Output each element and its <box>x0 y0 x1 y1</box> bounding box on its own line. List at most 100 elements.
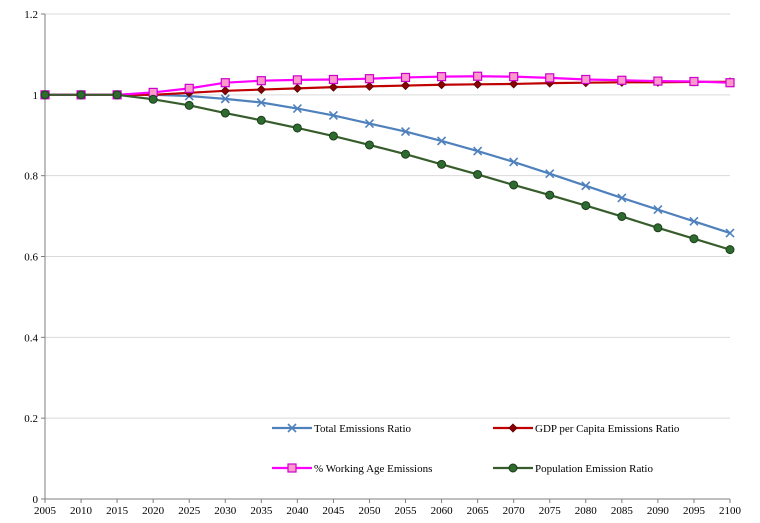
series-line <box>45 75 731 96</box>
x-tick-label: 2100 <box>719 505 742 517</box>
data-point <box>689 234 699 244</box>
data-point <box>220 78 230 88</box>
data-point <box>292 104 302 114</box>
data-point <box>725 245 735 255</box>
data-point <box>473 169 483 179</box>
data-point <box>545 190 555 200</box>
y-tick-label: 0.4 <box>24 332 38 344</box>
series-line <box>45 93 731 251</box>
data-point <box>725 78 735 88</box>
data-point <box>292 123 302 133</box>
data-point <box>400 80 411 91</box>
series-3 <box>40 90 735 255</box>
series-0 <box>40 90 735 238</box>
x-tick-label: 2055 <box>395 505 418 517</box>
marker-stroke <box>328 110 338 121</box>
data-point <box>256 85 266 95</box>
x-tick-label: 2035 <box>250 505 273 517</box>
data-point <box>400 127 411 137</box>
x-tick-label: 2040 <box>286 505 309 517</box>
marker-stroke <box>617 193 627 203</box>
data-point <box>256 115 266 125</box>
series-line <box>45 80 730 96</box>
x-tick-label: 2080 <box>575 505 598 517</box>
legend-item: GDP per Capita Emissions Ratio <box>493 423 680 435</box>
data-point <box>256 97 266 108</box>
series-group <box>40 71 735 255</box>
data-point <box>364 118 375 129</box>
data-point <box>689 76 699 87</box>
x-tick-label: 2060 <box>431 505 454 517</box>
marker-stroke <box>400 127 411 137</box>
data-point <box>328 131 338 141</box>
data-point <box>617 211 627 221</box>
marker-stroke <box>287 423 297 433</box>
marker-stroke <box>220 94 230 104</box>
marker-stroke <box>292 104 302 114</box>
data-point <box>112 90 122 100</box>
y-tick-label: 1 <box>33 90 39 102</box>
data-point <box>509 72 519 82</box>
marker-stroke <box>725 228 735 238</box>
x-tick-label: 2075 <box>539 505 562 517</box>
legend-label: GDP per Capita Emissions Ratio <box>535 423 680 435</box>
data-point <box>653 223 663 233</box>
legend: Total Emissions Ratio GDP per Capita Emis… <box>272 423 680 475</box>
data-point <box>509 157 519 167</box>
marker-stroke <box>364 118 375 129</box>
data-point <box>653 76 663 86</box>
x-tick-label: 2050 <box>358 505 381 517</box>
marker-stroke <box>473 146 483 156</box>
y-axis-tick-labels: 0 0.2 0.4 0.6 0.8 1 1.2 <box>24 9 38 506</box>
y-tick-label: 0 <box>33 494 39 506</box>
data-point <box>256 76 266 86</box>
legend-label: % Working Age Emissions <box>314 463 432 475</box>
legend-swatch-marker <box>287 423 297 433</box>
data-point <box>40 90 50 100</box>
x-tick-label: 2095 <box>683 505 706 517</box>
data-point <box>364 81 375 91</box>
data-point <box>437 136 447 146</box>
data-point <box>545 73 555 83</box>
marker-stroke <box>256 97 266 108</box>
data-point <box>401 149 411 159</box>
x-tick-label: 2065 <box>467 505 490 517</box>
data-point <box>653 205 663 215</box>
legend-item: % Working Age Emissions <box>272 463 432 475</box>
legend-label: Total Emissions Ratio <box>314 423 412 435</box>
data-point <box>473 79 483 89</box>
legend-swatch-marker <box>508 463 518 473</box>
data-point <box>617 75 627 85</box>
legend-item: Population Emission Ratio <box>493 463 653 475</box>
data-point <box>437 159 447 169</box>
data-point <box>292 75 302 85</box>
data-point <box>148 94 158 104</box>
data-point <box>184 100 194 110</box>
legend-swatch-marker <box>508 423 518 433</box>
series-line <box>45 93 731 235</box>
marker-stroke <box>437 136 447 146</box>
x-tick-label: 2045 <box>322 505 345 517</box>
gridlines <box>45 13 730 419</box>
data-point <box>184 83 194 93</box>
data-point <box>328 82 338 92</box>
data-point <box>581 201 591 211</box>
x-tick-label: 2005 <box>34 505 57 517</box>
marker-stroke <box>581 181 591 191</box>
data-point <box>400 72 411 83</box>
data-point <box>545 169 555 179</box>
x-tick-label: 2015 <box>106 505 129 517</box>
data-point <box>509 79 519 89</box>
legend-swatch-marker <box>287 463 297 473</box>
legend-item: Total Emissions Ratio <box>272 423 412 435</box>
x-axis-tick-labels: 2005 2010 2015 2020 2025 2030 2035 2040 2045 2050… <box>34 505 742 517</box>
marker-stroke <box>689 216 699 226</box>
data-point <box>473 146 483 156</box>
data-point <box>473 71 483 81</box>
data-point <box>509 180 519 190</box>
data-point <box>328 74 339 85</box>
y-tick-label: 0.8 <box>24 171 38 183</box>
data-point <box>220 94 230 104</box>
data-point <box>76 90 86 100</box>
